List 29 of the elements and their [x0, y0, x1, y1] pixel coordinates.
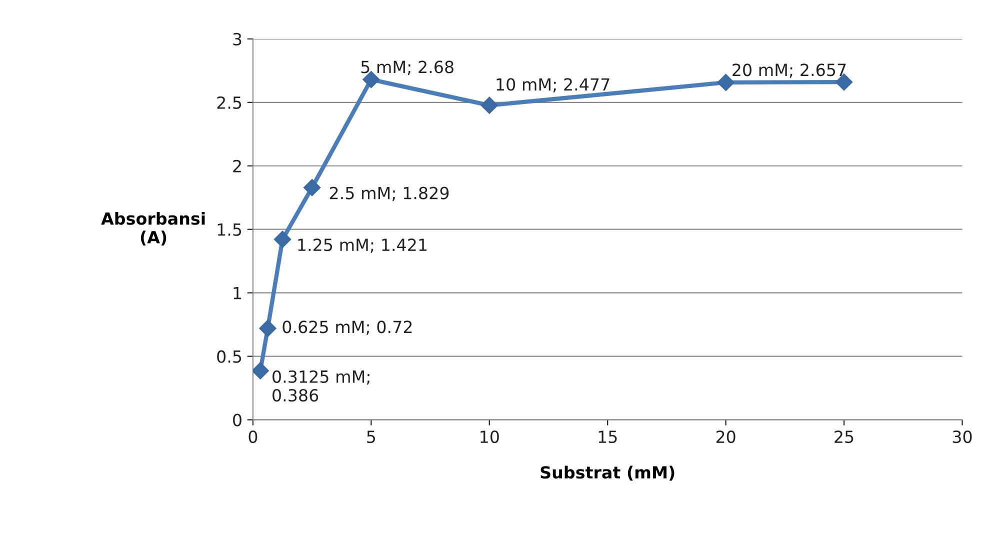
point — [480, 96, 498, 114]
point — [259, 320, 276, 337]
y-tick-label: 0 — [233, 414, 242, 426]
point — [252, 362, 269, 380]
x-tick-label: 5 — [367, 430, 376, 444]
data-label: 2.5 mM; 1.829 — [330, 186, 449, 202]
data-label: 0.3125 mM; 0.386 — [272, 370, 370, 402]
data-label: 10 mM; 2.477 — [496, 78, 610, 92]
data-label: 5 mM; 2.68 — [361, 60, 454, 75]
y-tick-label: 3 — [233, 32, 242, 46]
y-tick-label: 1.5 — [218, 224, 242, 236]
x-tick-label: 25 — [834, 430, 854, 444]
point — [717, 74, 734, 92]
data-label: 0.625 mM; 0.72 — [282, 320, 412, 335]
x-axis-title: Substrat (mM) — [540, 466, 674, 481]
data-label: 20 mM; 2.657 — [732, 64, 846, 78]
y-tick-label: 2.5 — [217, 96, 242, 109]
y-axis-title: Absorbansi (A) — [101, 212, 205, 246]
x-tick-label: 0 — [248, 430, 258, 444]
x-tick-label: 20 — [716, 430, 736, 444]
y-tick-label: 1 — [234, 287, 242, 300]
y-tick-label: 0.5 — [217, 350, 242, 363]
x-tick-label: 10 — [480, 430, 499, 444]
y-tick-label: 2 — [233, 160, 241, 172]
point — [274, 230, 292, 248]
point — [304, 179, 321, 196]
x-tick-label: 15 — [598, 430, 617, 444]
x-tick-label: 30 — [952, 430, 972, 444]
data-label: 1.25 mM; 1.421 — [298, 238, 427, 253]
